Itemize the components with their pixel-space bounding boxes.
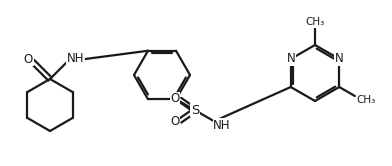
Text: NH: NH [67, 52, 84, 65]
Text: O: O [171, 115, 180, 128]
Text: O: O [24, 53, 33, 66]
Text: O: O [171, 92, 180, 105]
Text: S: S [191, 104, 199, 117]
Text: CH₃: CH₃ [357, 95, 376, 105]
Text: N: N [287, 52, 295, 66]
Text: CH₃: CH₃ [305, 17, 325, 27]
Text: NH: NH [213, 119, 231, 132]
Text: N: N [335, 52, 344, 66]
